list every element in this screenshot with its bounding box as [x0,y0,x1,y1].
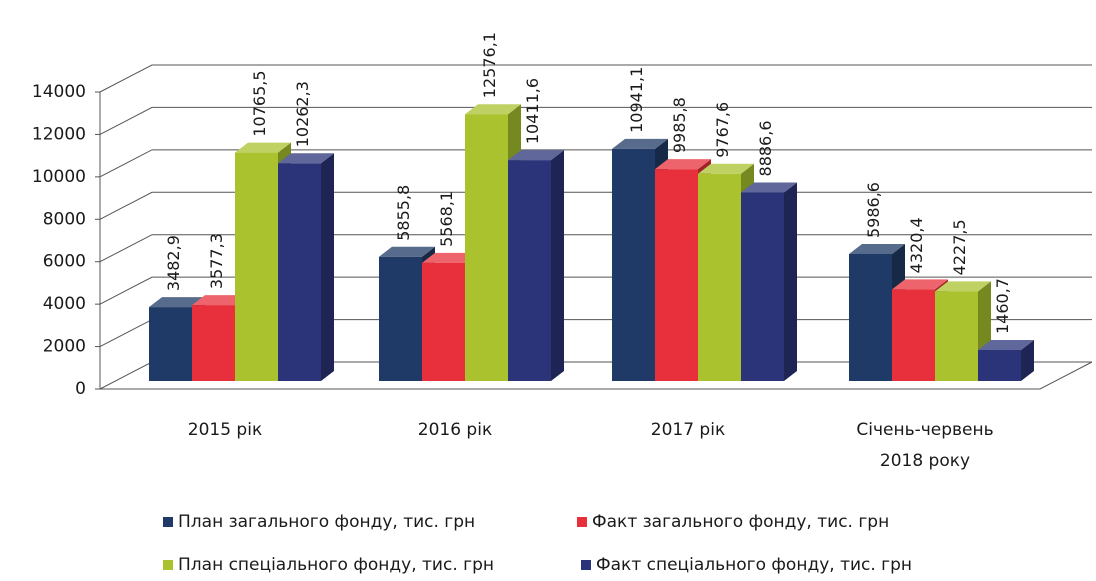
legend-label: План спеціального фонду, тис. грн [178,555,494,575]
bar-top [422,252,478,263]
x-tick-label: 2016 рік [418,420,492,440]
bar-top [655,159,711,170]
y-tick-label: 0 [75,379,86,399]
bar [422,262,465,381]
grid-line [99,149,1092,178]
value-label: 10941,1 [627,67,646,133]
bar-top [741,182,797,193]
bar [978,350,1021,381]
value-label: 9767,6 [713,102,732,158]
bar [379,256,422,381]
bar [698,173,741,381]
bar-side [784,182,797,381]
value-label: 8886,6 [756,120,775,176]
value-label: 10765,5 [250,70,269,136]
bar-top [849,243,905,254]
bar-top [508,150,564,161]
x-tick-label: Січень-червень 2018 року [856,420,993,471]
bar [892,289,935,381]
legend-label: Факт спеціального фонду, тис. грн [596,555,912,575]
value-label: 10411,6 [523,78,542,144]
value-label: 1460,7 [993,278,1012,334]
bar-top [698,163,754,174]
bar [655,169,698,381]
value-label: 9985,8 [670,97,689,153]
value-label: 12576,1 [480,32,499,98]
bar-top [612,138,668,149]
x-tick-label: 2015 рік [188,420,262,440]
y-tick-label: 6000 [43,252,86,272]
bar-top [235,142,291,153]
x-tick-label: 2017 рік [651,420,725,440]
bar [935,291,978,381]
bar [192,305,235,381]
x-tick-line: Січень-червень [856,420,993,440]
bar [612,148,655,381]
bar-top [149,297,205,308]
bar-top [192,295,248,306]
bar-top [978,340,1034,351]
bar [149,307,192,381]
grid-line [99,106,1092,135]
bar-top [892,279,948,290]
grid-line [99,64,1092,93]
y-tick-label: 2000 [43,337,86,357]
y-tick-label: 10000 [32,167,86,187]
legend-swatch [163,517,173,527]
legend-swatch [581,560,591,570]
bar [849,253,892,381]
y-tick-label: 8000 [43,209,86,229]
bar-top [379,246,435,257]
bar-top [935,281,991,292]
bar-side [551,150,564,381]
value-label: 4227,5 [950,219,969,275]
y-tick-label: 14000 [32,82,86,102]
legend-swatch [163,560,173,570]
bar [278,163,321,381]
bar [741,192,784,381]
bar [235,152,278,381]
value-label: 5568,1 [437,191,456,247]
value-label: 5855,8 [394,185,413,241]
y-tick-label: 12000 [32,124,86,144]
value-label: 10262,3 [293,81,312,147]
legend-label: Факт загального фонду, тис. грн [592,512,889,532]
floor-edge [100,361,1093,390]
value-label: 4320,4 [907,217,926,273]
bar [465,114,508,381]
bar [508,160,551,381]
value-label: 3482,9 [164,235,183,291]
bar-top [465,104,521,115]
legend-swatch [577,517,587,527]
x-tick-line: 2018 року [880,451,970,471]
y-tick-label: 4000 [43,294,86,314]
value-label: 5986,6 [864,182,883,238]
value-label: 3577,3 [207,233,226,289]
bar-side [1021,340,1034,381]
bar-side [321,153,334,381]
bar-top [278,153,334,164]
legend-label: План загального фонду, тис. грн [178,512,475,532]
